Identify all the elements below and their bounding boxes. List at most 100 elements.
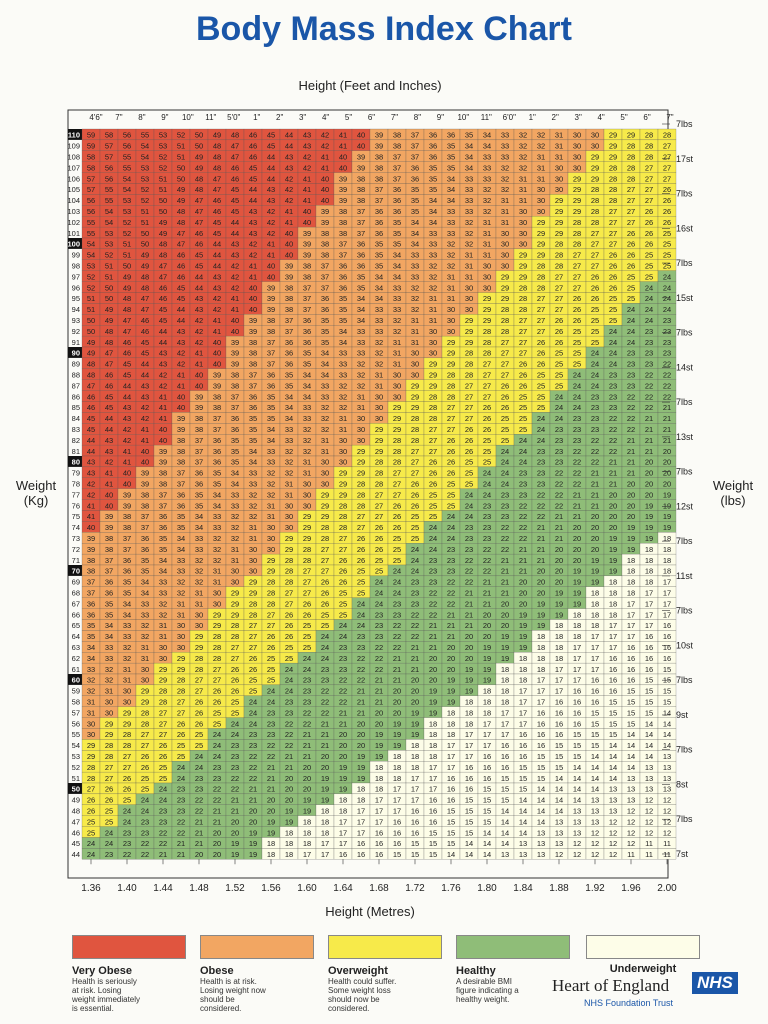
brand-trust: NHS Foundation Trust [584, 998, 752, 1008]
bmi-value: 22 [465, 578, 473, 587]
bmi-value: 54 [105, 207, 113, 216]
bmi-value: 22 [339, 698, 347, 707]
bmi-value: 23 [627, 349, 635, 358]
bmi-value: 25 [573, 327, 581, 336]
bmi-value: 17 [483, 730, 491, 739]
bmi-value: 17 [627, 599, 635, 608]
bmi-value: 22 [195, 807, 203, 816]
bmi-value: 25 [249, 676, 257, 685]
bmi-value: 35 [159, 545, 167, 554]
bmi-value: 35 [267, 403, 275, 412]
bmi-value: 26 [555, 327, 563, 336]
bmi-value: 27 [213, 676, 221, 685]
bmi-value: 32 [483, 196, 491, 205]
bmi-value: 28 [177, 687, 185, 696]
bmi-value: 32 [411, 305, 419, 314]
bmi-value: 36 [303, 316, 311, 325]
legend-obese: Obese Health is at risk. Losing weight n… [200, 935, 314, 1013]
bmi-value: 35 [123, 589, 131, 598]
bmi-value: 22 [231, 774, 239, 783]
bmi-value: 28 [627, 153, 635, 162]
bmi-value: 21 [645, 425, 653, 434]
bmi-value: 25 [447, 490, 455, 499]
bmi-value: 12 [645, 807, 653, 816]
bmi-value: 24 [429, 545, 437, 554]
bmi-value: 16 [519, 741, 527, 750]
bmi-value: 31 [519, 196, 527, 205]
bmi-value: 42 [159, 371, 167, 380]
bmi-value: 20 [645, 480, 653, 489]
bmi-value: 51 [141, 218, 149, 227]
bmi-value: 23 [123, 839, 131, 848]
bmi-value: 33 [465, 196, 473, 205]
bmi-value: 29 [501, 272, 509, 281]
bmi-value: 42 [87, 490, 95, 499]
bmi-value: 51 [177, 142, 185, 151]
bmi-value: 21 [393, 654, 401, 663]
bmi-value: 34 [195, 523, 203, 532]
bmi-value: 16 [357, 850, 365, 859]
bmi-value: 37 [141, 512, 149, 521]
bmi-value: 23 [519, 490, 527, 499]
bmi-value: 13 [627, 774, 635, 783]
bmi-value: 38 [339, 207, 347, 216]
bmi-value: 36 [123, 556, 131, 565]
bmi-value: 39 [159, 458, 167, 467]
bmi-value: 26 [177, 730, 185, 739]
bmi-value: 44 [141, 371, 149, 380]
bmi-value: 50 [177, 163, 185, 172]
bmi-value: 23 [429, 567, 437, 576]
bmi-value: 28 [573, 229, 581, 238]
bmi-value: 24 [105, 839, 113, 848]
bmi-value: 24 [123, 807, 131, 816]
bmi-value: 19 [627, 523, 635, 532]
bmi-value: 22 [177, 817, 185, 826]
bmi-value: 24 [501, 447, 509, 456]
bmi-value: 24 [609, 327, 617, 336]
bmi-value: 49 [195, 163, 203, 172]
bmi-value: 44 [87, 436, 95, 445]
bmi-value: 38 [285, 283, 293, 292]
bmi-value: 36 [375, 229, 383, 238]
weight-lbs-label: 7lbs [676, 397, 693, 407]
bmi-value: 20 [339, 752, 347, 761]
y-right-axis-title-text: Weight (lbs) [706, 478, 760, 508]
bmi-value: 31 [447, 283, 455, 292]
bmi-value: 25 [303, 621, 311, 630]
bmi-value: 32 [177, 578, 185, 587]
bmi-value: 19 [231, 839, 239, 848]
bmi-value: 26 [375, 523, 383, 532]
bmi-value: 26 [627, 262, 635, 271]
bmi-value: 39 [357, 163, 365, 172]
bmi-value: 17 [627, 621, 635, 630]
bmi-value: 44 [213, 251, 221, 260]
bmi-value: 24 [285, 665, 293, 674]
bmi-value: 30 [465, 283, 473, 292]
bmi-value: 17 [501, 719, 509, 728]
bmi-value: 50 [195, 142, 203, 151]
bmi-value: 20 [465, 643, 473, 652]
bmi-value: 43 [159, 360, 167, 369]
bmi-value: 23 [609, 392, 617, 401]
bmi-value: 23 [483, 512, 491, 521]
bmi-value: 26 [663, 196, 671, 205]
bmi-value: 27 [177, 708, 185, 717]
bmi-value: 26 [303, 599, 311, 608]
bmi-value: 52 [141, 185, 149, 194]
bmi-value: 35 [429, 185, 437, 194]
bmi-value: 31 [537, 153, 545, 162]
bmi-value: 28 [339, 501, 347, 510]
bmi-value: 15 [483, 817, 491, 826]
bmi-value: 14 [627, 730, 635, 739]
bmi-value: 15 [519, 785, 527, 794]
bmi-value: 52 [123, 218, 131, 227]
bmi-value: 15 [537, 774, 545, 783]
bmi-value: 43 [159, 349, 167, 358]
bmi-value: 41 [177, 371, 185, 380]
weight-kg-label: 58 [72, 698, 80, 707]
bmi-value: 45 [105, 403, 113, 412]
bmi-value: 50 [105, 294, 113, 303]
bmi-value: 21 [429, 632, 437, 641]
bmi-value: 15 [591, 708, 599, 717]
bmi-value: 25 [537, 371, 545, 380]
